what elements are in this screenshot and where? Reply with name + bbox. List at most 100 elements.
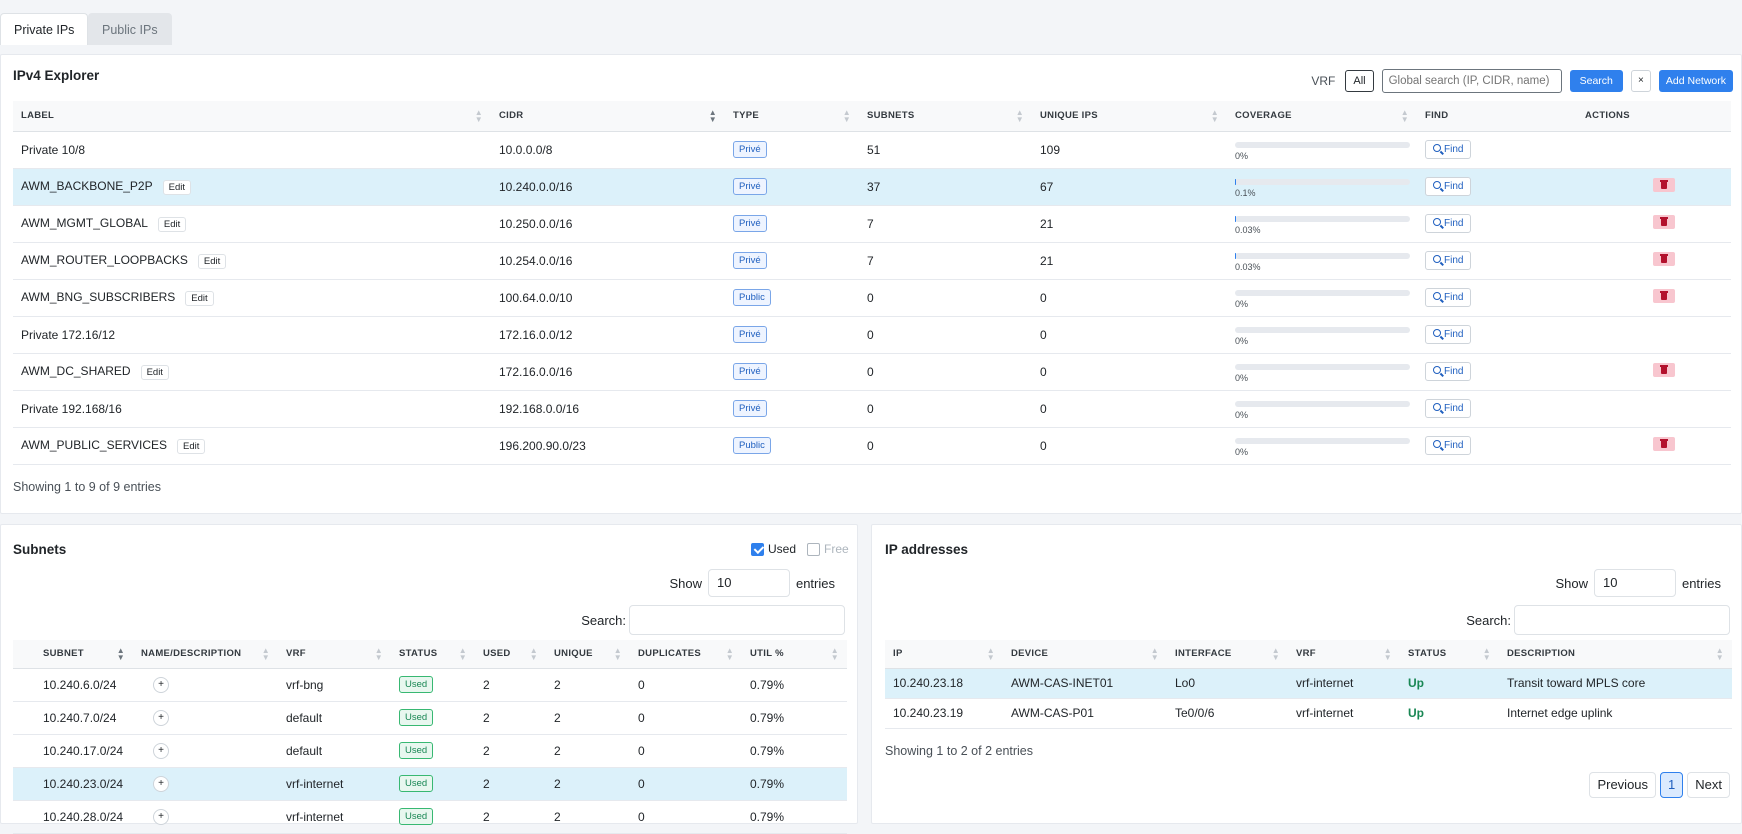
search-button[interactable]: Search (1569, 70, 1623, 92)
status-badge: Used (399, 742, 434, 759)
ipv4-col-1[interactable]: CIDR ▲ ▼ (491, 101, 725, 132)
trash-icon[interactable] (1653, 363, 1675, 377)
find-button[interactable]: Find (1425, 436, 1472, 455)
subnets-col-3[interactable]: STATUS ▲ ▼ (391, 640, 475, 669)
previous-page-button[interactable]: Previous (1589, 772, 1657, 798)
ip-cell[interactable]: 10.240.23.18 (885, 668, 1003, 699)
network-label-cell: AWM_BNG_SUBSCRIBERS Edit (13, 279, 491, 317)
ipv4-col-0[interactable]: LABEL ▲ ▼ (13, 101, 491, 132)
global-search-input[interactable] (1381, 69, 1562, 93)
ips-col-1[interactable]: DEVICE ▲ ▼ (1003, 640, 1167, 669)
find-button[interactable]: Find (1425, 362, 1472, 381)
sort-icon: ▲ ▼ (474, 107, 483, 124)
edit-button[interactable]: Edit (197, 253, 227, 269)
status-badge: Used (399, 808, 434, 825)
network-label-cell: Private 10/8 (13, 131, 491, 169)
edit-button[interactable]: Edit (177, 438, 206, 454)
subnet-cell[interactable]: 10.240.23.0/24 (13, 767, 133, 801)
search-icon (1433, 255, 1441, 263)
ipv4-col-7[interactable]: ACTIONS (1577, 101, 1731, 132)
ipv4-col-2[interactable]: TYPE ▲ ▼ (725, 101, 859, 132)
coverage-cell: 0.03% (1227, 205, 1417, 243)
network-label: AWM_DC_SHARED (21, 363, 131, 378)
trash-icon[interactable] (1653, 437, 1675, 451)
type-badge: Public (733, 437, 771, 454)
find-button[interactable]: Find (1425, 325, 1472, 344)
subnet-cell[interactable]: 10.240.7.0/24 (13, 701, 133, 735)
page-1-button[interactable]: 1 (1660, 772, 1684, 798)
trash-icon[interactable] (1653, 178, 1675, 192)
subnets-col-7[interactable]: UTIL % ▲ ▼ (742, 640, 847, 669)
ips-col-3[interactable]: VRF ▲ ▼ (1288, 640, 1400, 669)
vrf-cell: vrf-internet (278, 767, 391, 801)
subnets-page-size-select[interactable]: 10 (707, 569, 790, 597)
vrf-select[interactable]: All (1345, 70, 1374, 92)
free-filter[interactable]: Free (807, 542, 849, 556)
subnet-cell[interactable]: 10.240.17.0/24 (13, 734, 133, 768)
find-button[interactable]: Find (1425, 288, 1472, 307)
coverage-bar (1235, 327, 1410, 333)
edit-button[interactable]: Edit (140, 364, 169, 380)
subnet-cell[interactable]: 10.240.6.0/24 (13, 668, 133, 702)
subnets-col-2[interactable]: VRF ▲ ▼ (278, 640, 391, 669)
add-description-button[interactable]: + (153, 710, 169, 726)
ips-col-5[interactable]: DESCRIPTION ▲ ▼ (1499, 640, 1732, 669)
ipv4-col-4[interactable]: UNIQUE IPS ▲ ▼ (1032, 101, 1227, 132)
free-checkbox[interactable] (807, 542, 820, 556)
ipv4-col-3[interactable]: SUBNETS ▲ ▼ (859, 101, 1032, 132)
find-button[interactable]: Find (1425, 214, 1472, 233)
tab-private-ips[interactable]: Private IPs (0, 13, 89, 45)
add-network-button[interactable]: Add Network (1658, 70, 1733, 92)
subnets-col-5[interactable]: UNIQUE ▲ ▼ (546, 640, 630, 669)
add-description-button[interactable]: + (153, 809, 169, 825)
actions-cell (1577, 131, 1731, 169)
subnets-col-1[interactable]: NAME/DESCRIPTION ▲ ▼ (133, 640, 278, 669)
find-button[interactable]: Find (1425, 399, 1472, 418)
ipv4-col-6[interactable]: FIND (1417, 101, 1577, 132)
trash-icon[interactable] (1653, 215, 1675, 229)
find-button[interactable]: Find (1425, 251, 1472, 270)
ips-search-input[interactable] (1514, 605, 1730, 635)
subnets-col-4[interactable]: USED ▲ ▼ (475, 640, 546, 669)
ipv4-col-5[interactable]: COVERAGE ▲ ▼ (1227, 101, 1417, 132)
ips-page-size-select[interactable]: 10 (1593, 569, 1676, 597)
search-icon (1433, 366, 1441, 374)
type-cell: Public (725, 427, 859, 465)
subnet-cell[interactable]: 10.240.28.0/24 (13, 800, 133, 834)
add-description-button[interactable]: + (153, 677, 169, 693)
vrf-cell: vrf-internet (278, 800, 391, 834)
type-badge: Privé (733, 215, 767, 232)
add-description-button[interactable]: + (153, 776, 169, 792)
subnets-col-0[interactable]: SUBNET ▲ ▼ (13, 640, 133, 669)
tab-public-ips[interactable]: Public IPs (88, 13, 172, 45)
edit-button[interactable]: Edit (185, 290, 214, 306)
edit-button[interactable]: Edit (157, 216, 187, 232)
edit-button[interactable]: Edit (162, 179, 191, 195)
type-cell: Privé (725, 242, 859, 280)
sort-icon: ▲ ▼ (458, 645, 467, 662)
trash-icon[interactable] (1653, 252, 1675, 266)
subnets-col-6[interactable]: DUPLICATES ▲ ▼ (630, 640, 742, 669)
ips-col-4[interactable]: STATUS ▲ ▼ (1400, 640, 1499, 669)
find-button[interactable]: Find (1425, 140, 1472, 159)
ips-header-row: IP ▲ ▼ DEVICE ▲ ▼ INTERFACE ▲ ▼ VRF ▲ ▼ STATUS ▲ ▼ DESC… (885, 640, 1732, 669)
ips-col-2[interactable]: INTERFACE ▲ ▼ (1167, 640, 1288, 669)
ips-col-0[interactable]: IP ▲ ▼ (885, 640, 1003, 669)
cidr-cell: 10.240.0.0/16 (491, 168, 725, 206)
ip-addresses-title: IP addresses (885, 542, 969, 557)
subnets-count-cell: 0 (859, 353, 1032, 391)
find-button[interactable]: Find (1425, 177, 1472, 196)
used-checkbox[interactable] (751, 542, 764, 556)
coverage-bar (1235, 179, 1410, 185)
trash-icon[interactable] (1653, 289, 1675, 303)
next-page-button[interactable]: Next (1687, 772, 1730, 798)
ipv4-col-label: FIND (1425, 110, 1449, 122)
add-description-button[interactable]: + (153, 743, 169, 759)
network-label: AWM_BACKBONE_P2P (21, 178, 153, 193)
clear-search-button[interactable]: × (1630, 70, 1651, 92)
ip-cell[interactable]: 10.240.23.19 (885, 698, 1003, 729)
used-filter[interactable]: Used (751, 542, 796, 556)
subnets-search-input[interactable] (629, 605, 845, 635)
duplicates-cell: 0 (630, 734, 742, 768)
sort-icon: ▲ ▼ (830, 645, 839, 662)
